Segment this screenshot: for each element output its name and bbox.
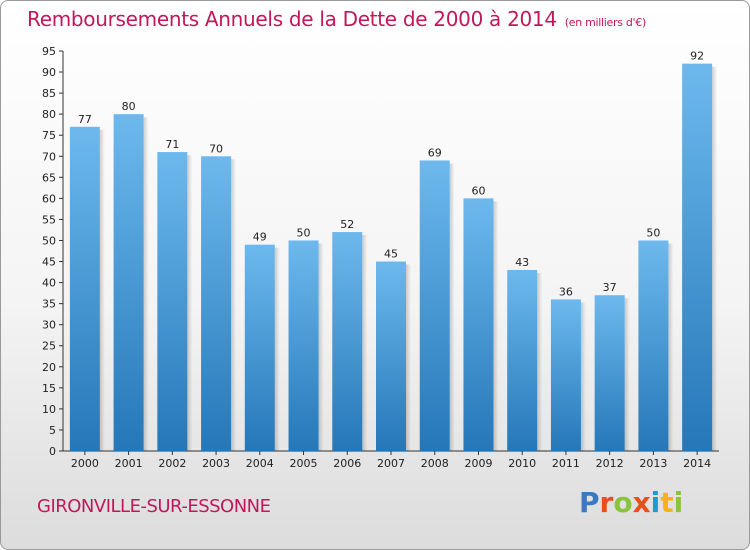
y-tick-label: 10 [42,403,56,416]
logo-letter: i [673,486,684,519]
x-tick-label: 2011 [552,457,580,470]
x-tick-label: 2010 [508,457,536,470]
y-tick-label: 5 [49,424,56,437]
bar-2003 [201,156,232,451]
y-tick-label: 70 [42,150,56,163]
y-tick-label: 95 [42,45,56,58]
bar-shadow [187,155,193,452]
y-tick-label: 0 [49,445,56,458]
value-label: 49 [253,231,267,244]
bar-2001 [113,114,144,451]
bar-2004 [244,244,275,451]
logo-letter: P [579,486,600,519]
logo-letter: o [613,486,633,519]
y-tick-label: 30 [42,319,56,332]
bar-shadow [406,264,411,451]
bar-shadow [493,201,499,451]
bar-shadow [668,243,674,451]
y-tick-label: 65 [42,171,56,184]
bar-shadow [143,117,149,451]
bars: 77 80 71 70 49 50 52 45 69 60 43 36 37 50 92 [69,50,718,452]
bar-2007 [376,261,406,451]
bar-2012 [594,295,625,451]
x-tick-label: 2009 [464,457,492,470]
x-tick-label: 2002 [158,457,186,470]
chart-subtitle: (en milliers d'€) [564,16,646,29]
value-label: 50 [646,226,660,239]
logo-letter: i [650,486,661,519]
value-label: 71 [165,138,179,151]
y-tick-label: 90 [42,66,56,79]
logo-letter: r [599,486,614,519]
bar-shadow [99,129,105,451]
value-label: 80 [122,100,136,113]
bar-shadow [318,243,324,451]
y-tick-label: 45 [42,256,56,269]
y-tick-label: 20 [42,361,56,374]
value-label: 70 [209,142,223,155]
value-label: 45 [384,248,398,261]
x-tick-label: 2007 [377,457,405,470]
value-label: 92 [690,50,704,63]
bar-shadow [580,302,586,451]
bar-2010 [507,269,538,451]
x-tick-label: 2003 [202,457,230,470]
bar-2002 [157,152,188,452]
value-label: 60 [471,184,485,197]
logo-letter: x [632,486,651,519]
x-tick-label: 2001 [115,457,143,470]
value-label: 43 [515,256,529,269]
bar-shadow [231,159,237,451]
bar-shadow [624,298,630,451]
x-tick-label: 2014 [683,457,711,470]
x-tick-label: 2012 [596,457,624,470]
y-tick-label: 35 [42,298,56,311]
value-label: 36 [559,285,573,298]
chart-title: Remboursements Annuels de la Dette de 20… [27,7,646,31]
logo-letter: t [660,486,674,519]
bar-2008 [419,160,450,451]
bar-2011 [550,299,581,451]
bar-2005 [288,240,319,451]
x-tick-label: 2008 [421,457,449,470]
bar-shadow [537,272,543,451]
proxiti-logo: Proxiti [579,486,683,519]
bar-shadow [274,247,280,451]
y-tick-label: 40 [42,277,56,290]
bar-2006 [332,232,363,451]
bar-2009 [463,198,494,451]
y-tick-label: 55 [42,213,56,226]
axes: 0 5 10 15 20 25 30 35 40 45 50 55 60 65 70 75 80 85 90 95 20… [42,45,719,470]
bar-2013 [638,240,669,451]
bar-shadow [362,235,368,451]
bar-shadow [449,163,455,451]
y-tick-label: 85 [42,87,56,100]
value-label: 77 [78,113,92,126]
value-label: 52 [340,218,354,231]
value-label: 50 [297,226,311,239]
value-label: 69 [428,146,442,159]
y-tick-label: 25 [42,340,56,353]
x-tick-label: 2000 [71,457,99,470]
bar-2014 [682,63,713,451]
x-tick-label: 2006 [333,457,361,470]
bar-2000 [69,126,100,451]
x-tick-label: 2005 [290,457,318,470]
x-tick-label: 2013 [639,457,667,470]
bar-shadow [712,66,718,451]
y-tick-label: 75 [42,129,56,142]
y-tick-label: 15 [42,382,56,395]
y-tick-label: 60 [42,192,56,205]
y-tick-label: 50 [42,234,56,247]
value-label: 37 [603,281,617,294]
y-tick-label: 80 [42,108,56,121]
town-name: GIRONVILLE-SUR-ESSONNE [37,496,271,517]
x-tick-label: 2004 [246,457,274,470]
